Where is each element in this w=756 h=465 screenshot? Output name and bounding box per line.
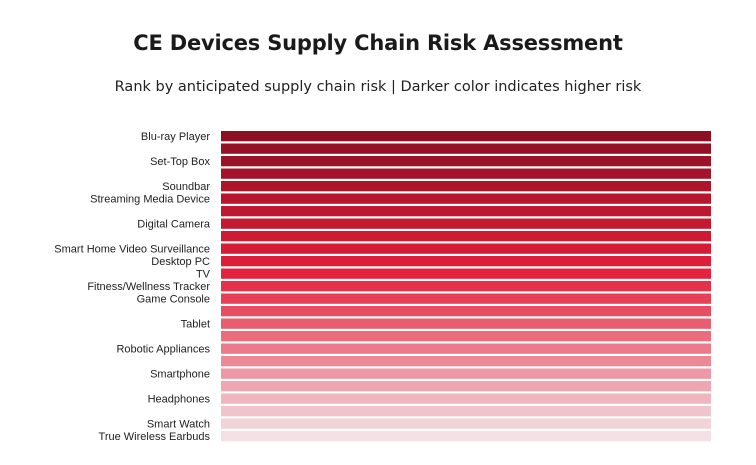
bar-rank-18 — [221, 343, 711, 354]
category-label: Headphones — [148, 394, 211, 406]
category-label: Tablet — [181, 319, 210, 331]
category-label: Smart Home Video Surveillance — [54, 244, 210, 256]
category-label: Fitness/Wellness Tracker — [87, 281, 210, 293]
bar-rank-20 — [221, 368, 711, 379]
category-label: Blu-ray Player — [141, 131, 210, 143]
category-label: Smart Watch — [147, 419, 210, 431]
category-label: Set-Top Box — [150, 156, 210, 168]
category-label: Robotic Appliances — [116, 344, 210, 356]
bar-rank-24 — [221, 418, 711, 429]
bar-rank-5 — [221, 181, 711, 192]
chart-title: CE Devices Supply Chain Risk Assessment — [133, 31, 623, 55]
bar-rank-2 — [221, 143, 711, 154]
category-label: Game Console — [137, 294, 210, 306]
bar-rank-9 — [221, 231, 711, 242]
bar-rank-21 — [221, 381, 711, 392]
bar-rank-11 — [221, 256, 711, 267]
bar-rank-1 — [221, 131, 711, 142]
category-label: Desktop PC — [151, 256, 210, 268]
category-label: Streaming Media Device — [90, 194, 210, 206]
chart-subtitle: Rank by anticipated supply chain risk | … — [114, 79, 642, 95]
bar-rank-3 — [221, 156, 711, 167]
bar-rank-25 — [221, 431, 711, 442]
category-label: Soundbar — [162, 181, 210, 193]
bar-rank-7 — [221, 206, 711, 217]
category-label: Digital Camera — [137, 219, 211, 231]
bar-rank-8 — [221, 218, 711, 229]
bar-rank-23 — [221, 406, 711, 417]
bar-rank-22 — [221, 393, 711, 404]
bar-rank-16 — [221, 318, 711, 329]
category-label: TV — [196, 269, 211, 281]
bar-rank-13 — [221, 281, 711, 292]
category-label: Smartphone — [150, 369, 210, 381]
bar-rank-15 — [221, 306, 711, 317]
bar-rank-19 — [221, 356, 711, 367]
bar-rank-14 — [221, 293, 711, 304]
bars-group — [221, 131, 711, 442]
bar-rank-4 — [221, 168, 711, 179]
category-labels: Blu-ray Player Set-Top Box SoundbarStreami… — [54, 131, 211, 443]
bar-rank-6 — [221, 193, 711, 204]
bar-rank-12 — [221, 268, 711, 279]
category-label: True Wireless Earbuds — [99, 431, 211, 443]
bar-rank-17 — [221, 331, 711, 342]
bar-rank-10 — [221, 243, 711, 254]
